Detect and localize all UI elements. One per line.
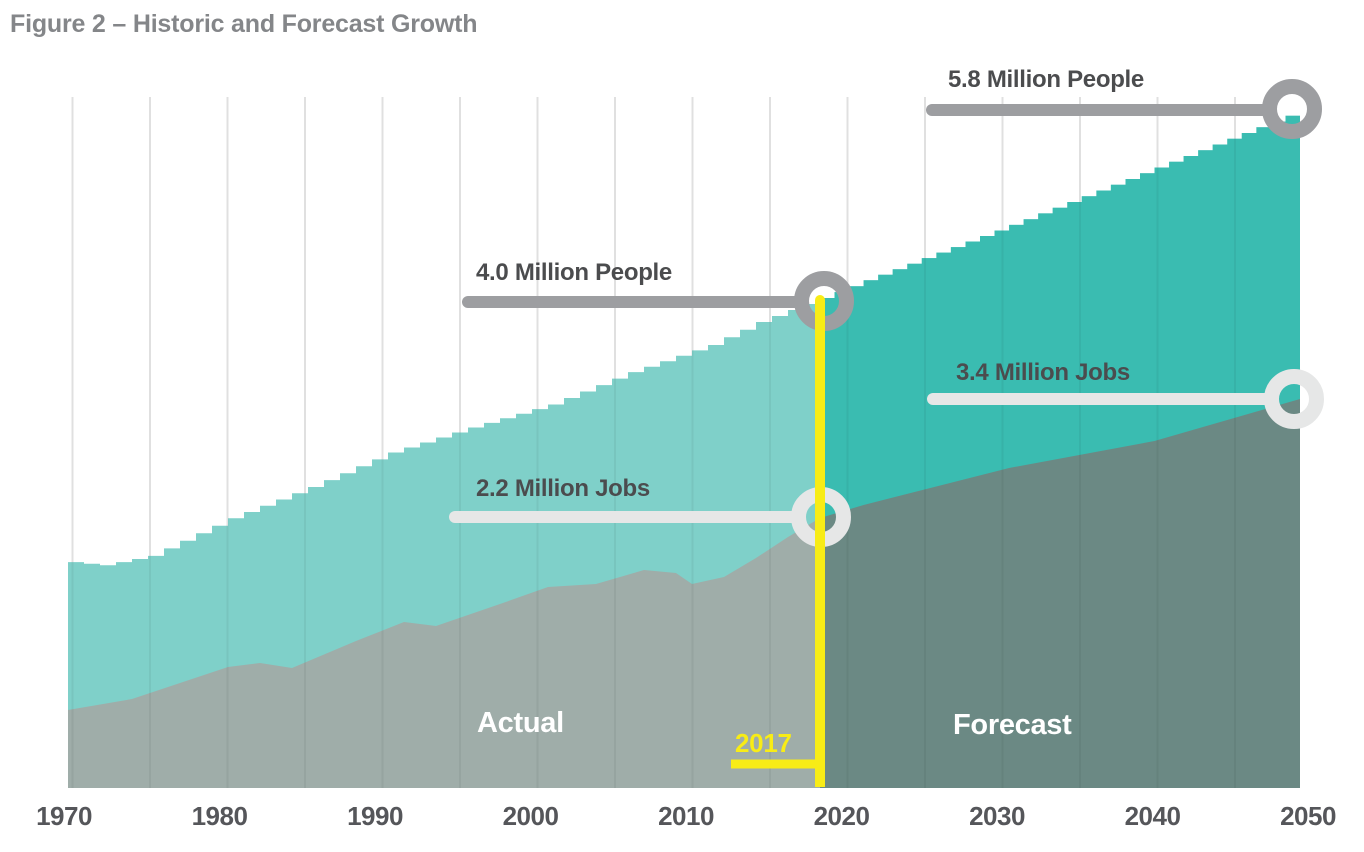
divider-year-label: 2017 <box>735 728 792 758</box>
annotation-label-people-2050: 5.8 Million People <box>948 66 1144 93</box>
x-axis-label-2020: 2020 <box>813 801 870 831</box>
forecast-phase-label: Forecast <box>953 709 1072 741</box>
x-axis-label-2030: 2030 <box>969 801 1025 831</box>
x-axis-label-1990: 1990 <box>347 801 403 831</box>
callout-ring-people-2050 <box>1262 79 1322 139</box>
callout-ring-jobs-2050 <box>1264 369 1324 429</box>
x-axis-label-1970: 1970 <box>36 801 92 831</box>
gridlines-over <box>71 97 1236 788</box>
divider-line-cap <box>815 295 825 305</box>
x-axis-label-1980: 1980 <box>191 801 248 831</box>
x-axis-label-2050: 2050 <box>1280 801 1336 831</box>
forecast-region <box>820 110 1300 788</box>
figure-title: Figure 2 – Historic and Forecast Growth <box>10 10 478 38</box>
actual-phase-label: Actual <box>477 707 564 739</box>
x-axis-label-2000: 2000 <box>502 801 559 831</box>
jobs-area-forecast <box>820 399 1300 788</box>
x-axis-label-2010: 2010 <box>658 801 714 831</box>
annotation-label-people-2017: 4.0 Million People <box>476 259 672 286</box>
x-axis-label-2040: 2040 <box>1124 801 1181 831</box>
annotation-label-jobs-2050: 3.4 Million Jobs <box>956 359 1130 386</box>
annotation-label-jobs-2017: 2.2 Million Jobs <box>476 475 650 502</box>
